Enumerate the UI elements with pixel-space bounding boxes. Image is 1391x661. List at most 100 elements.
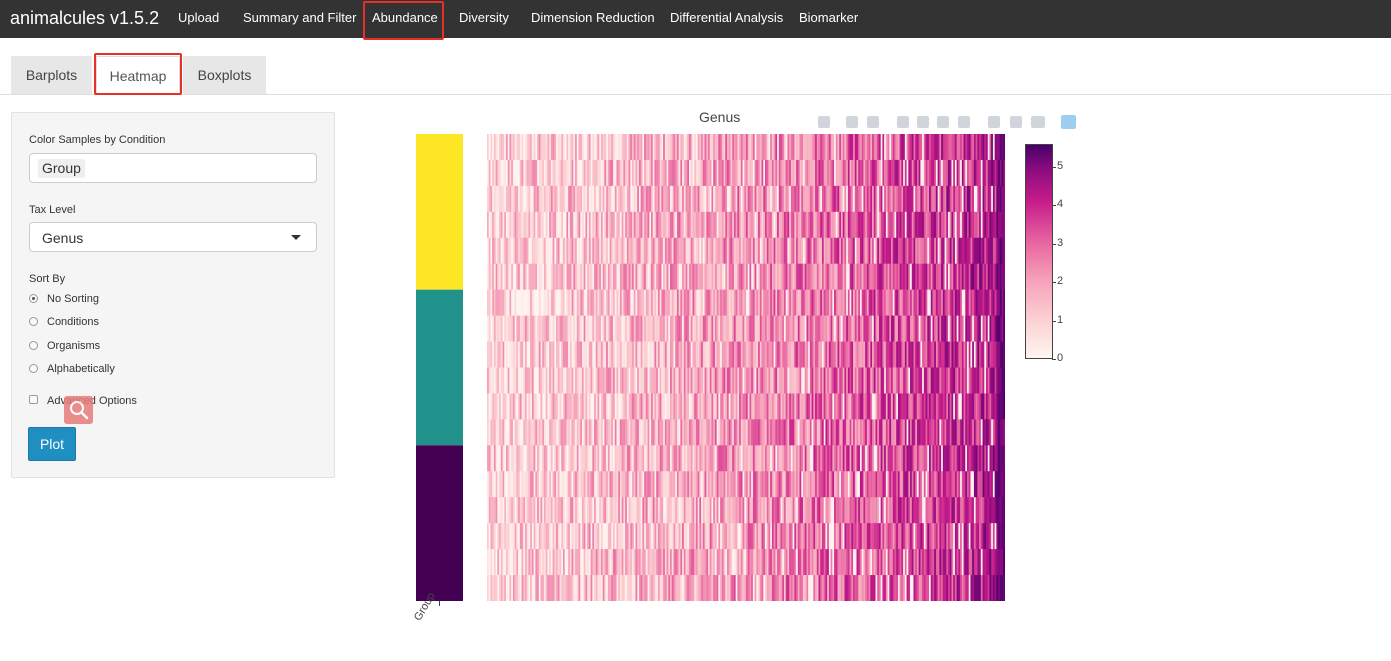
heatmap-cell (566, 445, 569, 472)
heatmap-cell (799, 341, 802, 368)
hover-closest-icon[interactable] (1010, 116, 1022, 128)
heatmap-cell (578, 419, 581, 446)
heatmap-cell (540, 211, 543, 239)
color-samples-select[interactable]: Group (29, 153, 317, 183)
heatmap-cell (999, 523, 1002, 550)
heatmap-cell (889, 393, 892, 420)
heatmap-cell (884, 393, 887, 420)
zoom-out-icon[interactable] (917, 116, 929, 128)
heatmap-cell (935, 393, 939, 420)
heatmap-cell (728, 263, 731, 291)
heatmap-cell (963, 367, 966, 394)
heatmap-cell (552, 367, 555, 394)
zoom-icon[interactable] (846, 116, 858, 128)
heatmap-cell (996, 497, 999, 524)
heatmap-cell (585, 419, 588, 446)
heatmap-cell (797, 237, 800, 265)
heatmap-cell (537, 289, 540, 317)
heatmap-cell (538, 341, 541, 368)
hover-compare-icon[interactable] (1031, 116, 1045, 128)
plot-button[interactable]: Plot (28, 427, 76, 461)
heatmap-cell (792, 289, 795, 317)
spike-lines-icon[interactable] (988, 116, 1000, 128)
heatmap-cell (783, 134, 787, 161)
heatmap-cell (528, 419, 531, 446)
heatmap-cell (687, 497, 690, 524)
heatmap-cell (782, 211, 785, 239)
heatmap-cell (504, 445, 507, 472)
heatmap-cell (916, 393, 920, 420)
heatmap-cell (552, 263, 555, 291)
tax-level-select[interactable]: Genus (29, 222, 317, 252)
nav-abundance[interactable]: Abundance (372, 10, 438, 25)
tab-boxplots[interactable]: Boxplots (183, 56, 266, 94)
heatmap-cell (891, 134, 894, 161)
plotly-logo-icon[interactable] (1061, 115, 1076, 129)
heatmap-cell (680, 237, 683, 265)
camera-icon[interactable] (818, 116, 830, 128)
heatmap-cell (882, 159, 885, 187)
heatmap-cell (979, 237, 982, 265)
heatmap-cell (656, 523, 659, 550)
nav-diversity[interactable]: Diversity (459, 10, 509, 25)
heatmap-cell (645, 315, 648, 342)
heatmap-cell (557, 497, 560, 524)
heatmap-cell (1003, 445, 1005, 472)
app-brand[interactable]: animalcules v1.5.2 (10, 8, 160, 28)
heatmap-cell (946, 159, 949, 187)
heatmap-cell (632, 315, 635, 342)
heatmap-cell (573, 523, 576, 550)
heatmap-plot[interactable] (487, 134, 1005, 601)
heatmap-cell (490, 393, 493, 420)
heatmap-cell (756, 367, 759, 394)
nav-summary-and-filter[interactable]: Summary and Filter (243, 10, 357, 25)
heatmap-cell (818, 367, 821, 394)
heatmap-cell (566, 471, 569, 498)
color-samples-chip[interactable]: Group (38, 159, 85, 178)
heatmap-cell (927, 445, 930, 472)
zoom-in-icon[interactable] (897, 116, 909, 128)
heatmap-cell (899, 341, 902, 368)
radio-icon[interactable] (29, 317, 38, 326)
heatmap-cell (682, 263, 685, 291)
heatmap-cell (733, 419, 737, 446)
heatmap-cell (968, 419, 971, 446)
heatmap-cell (737, 341, 740, 368)
heatmap-cell (756, 523, 759, 550)
radio-selected-icon[interactable] (29, 294, 38, 303)
reset-axes-icon[interactable] (958, 116, 970, 128)
heatmap-cell (740, 497, 743, 524)
nav-upload[interactable]: Upload (178, 10, 220, 25)
pan-icon[interactable] (867, 116, 879, 128)
heatmap-cell (602, 289, 605, 317)
heatmap-cell (711, 159, 714, 187)
heatmap-cell (910, 289, 913, 317)
nav-differential-analysis[interactable]: Differential Analysis (670, 10, 784, 25)
tab-barplots[interactable]: Barplots (11, 56, 92, 94)
heatmap-cell (840, 367, 844, 394)
heatmap-cell (884, 237, 887, 265)
heatmap-cell (635, 134, 638, 161)
heatmap-cell (714, 523, 718, 550)
heatmap-cell (649, 211, 652, 239)
heatmap-cell (783, 419, 787, 446)
heatmap-cell (967, 185, 970, 213)
heatmap-cell (683, 134, 686, 161)
nav-biomarker[interactable]: Biomarker (799, 10, 859, 25)
heatmap-cell (758, 237, 761, 265)
heatmap-cell (616, 237, 619, 265)
advanced-options-checkbox[interactable] (29, 395, 38, 404)
nav-dimension-reduction[interactable]: Dimension Reduction (531, 10, 655, 25)
heatmap-cell (984, 419, 987, 446)
heatmap-cell (944, 341, 947, 368)
radio-icon[interactable] (29, 364, 38, 373)
heatmap-cell (552, 185, 555, 213)
radio-icon[interactable] (29, 341, 38, 350)
heatmap-cell (901, 523, 904, 550)
heatmap-cell (939, 393, 942, 420)
heatmap-cell (630, 159, 633, 187)
heatmap-cell (884, 159, 887, 187)
heatmap-cell (815, 159, 818, 187)
heatmap-cell (666, 289, 669, 317)
autoscale-icon[interactable] (937, 116, 949, 128)
